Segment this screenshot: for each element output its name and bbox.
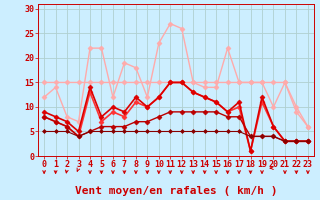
X-axis label: Vent moyen/en rafales ( km/h ): Vent moyen/en rafales ( km/h ) (75, 186, 277, 196)
